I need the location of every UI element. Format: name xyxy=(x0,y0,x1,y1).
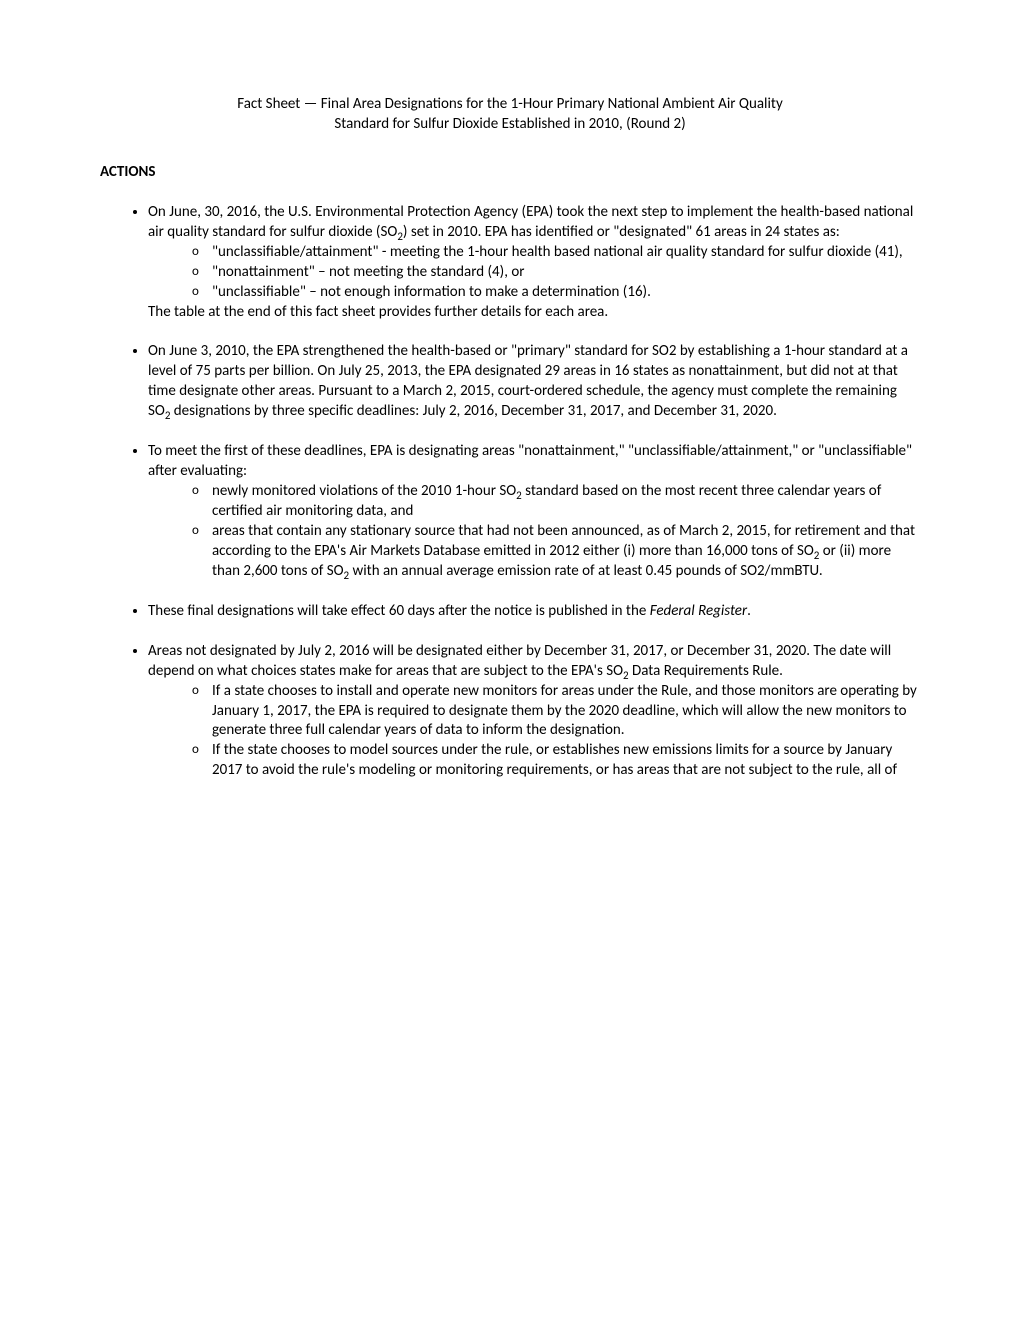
bullet-3-sub-1a: newly monitored violations of the 2010 1… xyxy=(212,482,516,500)
bullet-1-sublist: "unclassifiable/attainment" - meeting th… xyxy=(148,243,920,303)
bullet-1-sub-1: "unclassifiable/attainment" - meeting th… xyxy=(192,243,920,263)
bullet-3-sub-2c: with an annual average emission rate of … xyxy=(349,562,823,580)
bullet-3-intro: To meet the first of these deadlines, EP… xyxy=(148,442,912,480)
bullet-2-text-b: designations by three specific deadlines… xyxy=(170,402,776,420)
bullet-5-sublist: If a state chooses to install and operat… xyxy=(148,682,920,782)
bullet-3-sub-2: areas that contain any stationary source… xyxy=(192,522,920,582)
bullet-5-sub-2-text: If the state chooses to model sources un… xyxy=(212,741,897,779)
bullet-4-text-a: These final designations will take effec… xyxy=(148,602,650,620)
bullet-3-sub-1: newly monitored violations of the 2010 1… xyxy=(192,482,920,522)
bullet-5-sub-1: If a state chooses to install and operat… xyxy=(192,682,920,742)
bullet-1-follow: The table at the end of this fact sheet … xyxy=(148,303,920,323)
main-bullet-list: On June, 30, 2016, the U.S. Environmenta… xyxy=(100,203,920,781)
bullet-1-sub-2: "nonattainment" – not meeting the standa… xyxy=(192,263,920,283)
title-line-2: Standard for Sulfur Dioxide Established … xyxy=(334,115,685,133)
bullet-1: On June, 30, 2016, the U.S. Environmenta… xyxy=(148,203,920,323)
bullet-5-intro-b: Data Requirements Rule. xyxy=(629,662,783,680)
bullet-4-text-b: . xyxy=(747,602,751,620)
bullet-3: To meet the first of these deadlines, EP… xyxy=(148,442,920,582)
bullet-3-sublist: newly monitored violations of the 2010 1… xyxy=(148,482,920,582)
bullet-1-sub-3-text: "unclassifiable" – not enough informatio… xyxy=(212,283,651,301)
bullet-1-sub-3: "unclassifiable" – not enough informatio… xyxy=(192,283,920,303)
bullet-5: Areas not designated by July 2, 2016 wil… xyxy=(148,642,920,782)
bullet-4: These final designations will take effec… xyxy=(148,602,920,622)
bullet-2: On June 3, 2010, the EPA strengthened th… xyxy=(148,342,920,422)
bullet-5-sub-1-text: If a state chooses to install and operat… xyxy=(212,682,917,740)
bullet-1-sub-2-text: "nonattainment" – not meeting the standa… xyxy=(212,263,524,281)
bullet-1-sub-1-text: "unclassifiable/attainment" - meeting th… xyxy=(212,243,903,261)
title-line-1: Fact Sheet — Final Area Designations for… xyxy=(237,95,783,113)
document-title: Fact Sheet — Final Area Designations for… xyxy=(100,95,920,135)
bullet-3-sub-2a: areas that contain any stationary source… xyxy=(212,522,915,560)
bullet-5-sub-2: If the state chooses to model sources un… xyxy=(192,741,920,781)
document-page: Fact Sheet — Final Area Designations for… xyxy=(0,0,1020,861)
section-heading-actions: ACTIONS xyxy=(100,163,920,183)
bullet-1-intro-b: ) set in 2010. EPA has identified or "de… xyxy=(403,223,840,241)
bullet-4-italic: Federal Register xyxy=(650,602,747,620)
